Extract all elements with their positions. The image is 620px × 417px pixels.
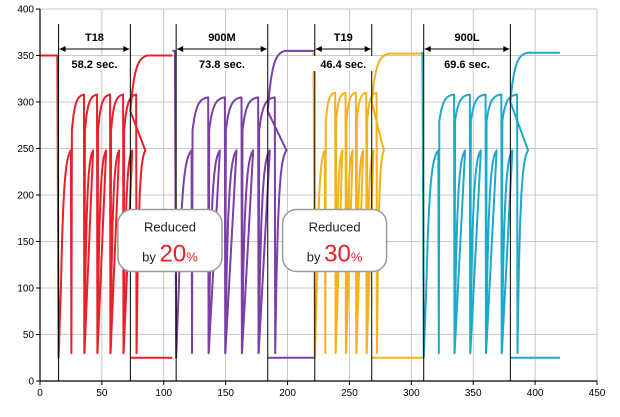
callout-line1: Reduced [144,220,196,235]
callout-unit: % [186,250,198,265]
segment-label: 900L [454,32,479,44]
duration-bg [63,56,126,71]
arrowhead-left [315,46,322,52]
segment-duration: 73.8 sec. [199,59,245,71]
segment-label: 900M [208,32,236,44]
y-tick-label: 250 [17,144,34,155]
y-tick-label: 300 [17,98,34,109]
x-tick-label: 250 [341,388,358,399]
segment-duration: 69.6 sec. [444,59,490,71]
y-tick-label: 100 [17,284,34,295]
x-tick-label: 400 [527,388,544,399]
x-tick-label: 0 [37,388,43,399]
callout-unit: % [351,250,363,265]
duration-bg [436,56,498,71]
y-tick-label: 400 [17,5,34,16]
x-tick-label: 150 [217,388,234,399]
segment-dividers [58,24,511,381]
callout-line1: Reduced [309,220,361,235]
series-line-900m [172,49,315,359]
x-tick-label: 100 [155,388,172,399]
y-tick-label: 50 [23,330,35,341]
x-tick-label: 300 [403,388,420,399]
x-tick-label: 50 [96,388,108,399]
callout-prefix: by [307,250,324,265]
series-line-t19 [312,52,424,359]
series-line-t18 [40,54,173,359]
segment-label: T19 [334,32,353,44]
x-tick-label: 350 [465,388,482,399]
callouts: Reduced by 20% Reduced by 30% [117,208,388,273]
callout-box [117,208,223,273]
duration-bg [191,56,253,71]
arrowhead-left [59,46,66,52]
duration-bg [312,56,375,71]
arrowhead-left [424,46,431,52]
tick-labels: 0 50 100 150 200 250 300 350 400 0 50 100 150 200 250 3… [17,5,605,400]
arrowhead-right [364,46,371,52]
callout-value: 20 [160,241,187,268]
callout-value: 30 [324,241,351,268]
segment-duration: 58.2 sec. [72,59,118,71]
series-lines [40,49,560,359]
y-tick-label: 350 [17,51,34,62]
callout-prefix: by [142,250,159,265]
series-line-900l [421,51,560,359]
y-tick-label: 150 [17,237,34,248]
arrowhead-right [123,46,130,52]
y-tick-label: 200 [17,191,34,202]
reduction-callout: Reduced by 30% [281,208,388,273]
callout-box [281,208,388,273]
axes [36,8,598,385]
arrowhead-right [260,46,267,52]
segment-duration: 46.4 sec. [320,59,366,71]
segment-annotations: T18 58.2 sec. 900M 73.8 sec. T19 46.4 sec. 900… [59,32,510,71]
x-tick-label: 450 [589,388,606,399]
callout-line2: by 20% [142,241,198,268]
segment-label: T18 [85,32,104,44]
callout-line2: by 30% [307,241,363,268]
arrowhead-left [177,46,184,52]
arrowhead-right [503,46,510,52]
y-tick-label: 0 [28,377,34,388]
x-tick-label: 200 [279,388,296,399]
reduction-callout: Reduced by 20% [117,208,223,273]
